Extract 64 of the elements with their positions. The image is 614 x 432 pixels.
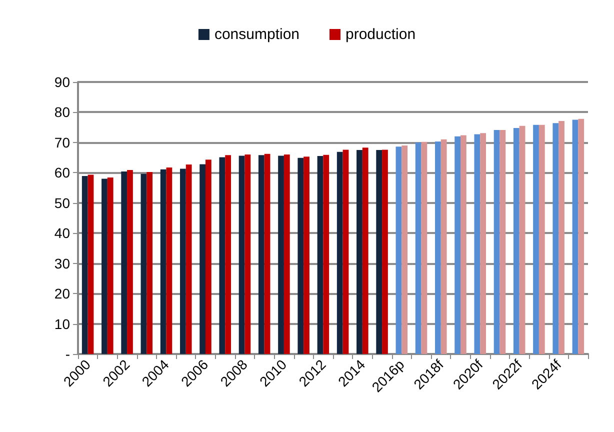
bar (225, 155, 231, 354)
bar (166, 168, 172, 354)
bar (186, 164, 192, 354)
y-tick-label: - (65, 346, 70, 362)
bar (533, 124, 539, 354)
bar (82, 176, 88, 354)
bar (415, 142, 422, 354)
bar (519, 126, 526, 354)
bar (244, 154, 251, 354)
bar (572, 120, 578, 354)
bar (460, 135, 466, 354)
bar (376, 150, 382, 354)
bar (552, 123, 559, 354)
bar (454, 136, 460, 354)
bar (317, 156, 324, 354)
bar (200, 164, 206, 354)
bar (396, 146, 402, 354)
legend-label: production (346, 26, 416, 43)
bar (342, 150, 349, 354)
bar (480, 133, 486, 354)
bar (323, 154, 330, 354)
bar (500, 130, 506, 354)
y-tick-label: 20 (54, 286, 70, 302)
y-tick-label: 70 (54, 134, 70, 150)
bar (336, 152, 343, 354)
y-tick-label: 90 (54, 74, 70, 90)
bar (440, 139, 447, 354)
bar (140, 174, 147, 354)
bar (102, 178, 108, 354)
bar (160, 169, 166, 354)
bar (264, 154, 270, 354)
bar (278, 156, 284, 354)
bar (121, 171, 128, 354)
bar (494, 130, 500, 354)
bar (238, 156, 245, 354)
legend-label: consumption (214, 26, 300, 43)
bar (304, 156, 310, 354)
bar (538, 124, 545, 354)
bar (146, 172, 153, 354)
bar (206, 160, 212, 354)
bar (578, 118, 584, 354)
bar (284, 154, 290, 354)
bar (107, 178, 114, 354)
bar (362, 148, 368, 354)
bar (127, 170, 133, 354)
bar (421, 142, 428, 354)
bar (356, 150, 362, 354)
bar (258, 155, 264, 354)
bar (435, 142, 441, 354)
y-tick-label: 40 (54, 225, 70, 242)
bar (474, 134, 480, 354)
y-tick-label: 30 (54, 255, 70, 272)
bar (298, 158, 304, 354)
y-tick-label: 10 (54, 316, 70, 332)
bar (558, 120, 564, 354)
bar (382, 150, 388, 354)
y-tick-label: 60 (54, 164, 70, 181)
bar (402, 145, 408, 354)
bar (513, 128, 520, 354)
y-tick-label: 80 (54, 104, 70, 120)
y-tick-label: 50 (54, 194, 70, 211)
bar (219, 157, 226, 354)
bar (88, 174, 94, 354)
bar (180, 168, 186, 354)
